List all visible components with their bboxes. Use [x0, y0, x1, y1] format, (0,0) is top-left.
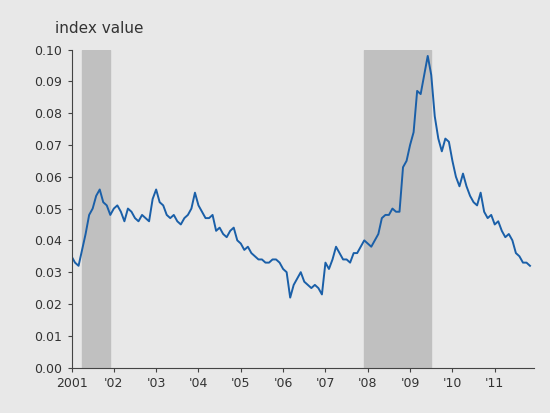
Bar — [365, 50, 431, 368]
Text: index value: index value — [55, 21, 144, 36]
Bar — [82, 50, 111, 368]
